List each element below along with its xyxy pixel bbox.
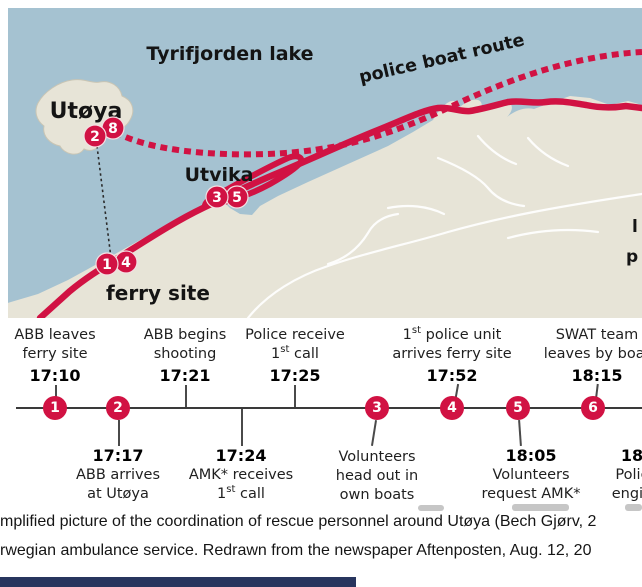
gray-bar-3 <box>625 504 642 511</box>
timeline-badge-6: 6 <box>581 396 605 420</box>
lake-label: Tyrifjorden lake <box>146 43 313 65</box>
coastal-road <box>36 98 642 318</box>
bottom-navy-bar <box>0 577 356 587</box>
svg-text:8: 8 <box>108 121 118 137</box>
tick-below-2 <box>118 420 120 446</box>
timeline-badge-4: 4 <box>440 396 464 420</box>
event-abb-begins-shooting: ABB begins shooting 17:21 <box>143 327 227 385</box>
gray-bar-1 <box>418 505 444 511</box>
tick-below-5 <box>518 419 522 447</box>
event-police-engine-cut: 18 Polic engin <box>611 446 642 502</box>
tick-below-24 <box>241 409 243 446</box>
svg-text:1: 1 <box>102 257 112 273</box>
tick-above-1 <box>55 385 57 397</box>
minor-roads <box>246 134 642 318</box>
tick-above-6 <box>595 383 599 398</box>
police-boat-route-dotted <box>113 49 642 158</box>
caption-line-1: mplified picture of the coordination of … <box>0 513 597 530</box>
timeline-badge-5: 5 <box>506 396 530 420</box>
gray-bar-2 <box>512 504 569 511</box>
svg-text:3: 3 <box>212 190 222 206</box>
tick-above-3 <box>294 385 296 407</box>
tick-above-2 <box>185 385 187 407</box>
map: Tyrifjorden lake police boat route Utøya… <box>8 8 642 318</box>
timeline-badge-1: 1 <box>43 396 67 420</box>
timeline-badge-2: 2 <box>106 396 130 420</box>
svg-text:5: 5 <box>232 190 242 206</box>
caption-line-2: rwegian ambulance service. Redrawn from … <box>0 542 592 559</box>
map-marker-2: 2 <box>83 124 107 148</box>
event-swat-leaves-by-boat: SWAT team leaves by boat 18:15 <box>543 327 642 385</box>
ferry-crossing-dotted-line <box>96 145 112 259</box>
event-abb-leaves-ferry: ABB leaves ferry site 17:10 <box>14 327 96 385</box>
event-first-police-unit: 1st police unit arrives ferry site 17:52 <box>392 325 512 385</box>
map-marker-1: 1 <box>95 252 119 276</box>
ferry-site-label: ferry site <box>106 281 210 305</box>
map-marker-3: 3 <box>205 185 229 209</box>
utvika-label: Utvika <box>185 164 254 186</box>
timeline-badge-3: 3 <box>365 396 389 420</box>
svg-text:2: 2 <box>90 129 100 145</box>
mainland <box>8 96 642 318</box>
utvika-road-loop <box>202 153 305 208</box>
map-marker-5: 5 <box>225 185 249 209</box>
tick-above-4 <box>454 383 460 398</box>
map-edge-text-fragment-1: l <box>632 217 638 237</box>
event-abb-arrives-utoya: 17:17 ABB arrives at Utøya <box>75 446 161 502</box>
event-volunteers-request-amk: 18:05 Volunteers request AMK* <box>481 446 581 502</box>
timeline-axis <box>16 407 642 409</box>
event-amk-receives-call: 17:24 AMK* receives 1st call <box>188 446 294 502</box>
map-edge-text-fragment-2: p <box>626 247 638 267</box>
tick-below-3 <box>370 420 378 446</box>
event-volunteers-boats: Volunteers head out in own boats <box>335 449 419 503</box>
svg-text:4: 4 <box>121 255 131 271</box>
event-police-receive-call: Police receive 1st call 17:25 <box>245 327 345 385</box>
